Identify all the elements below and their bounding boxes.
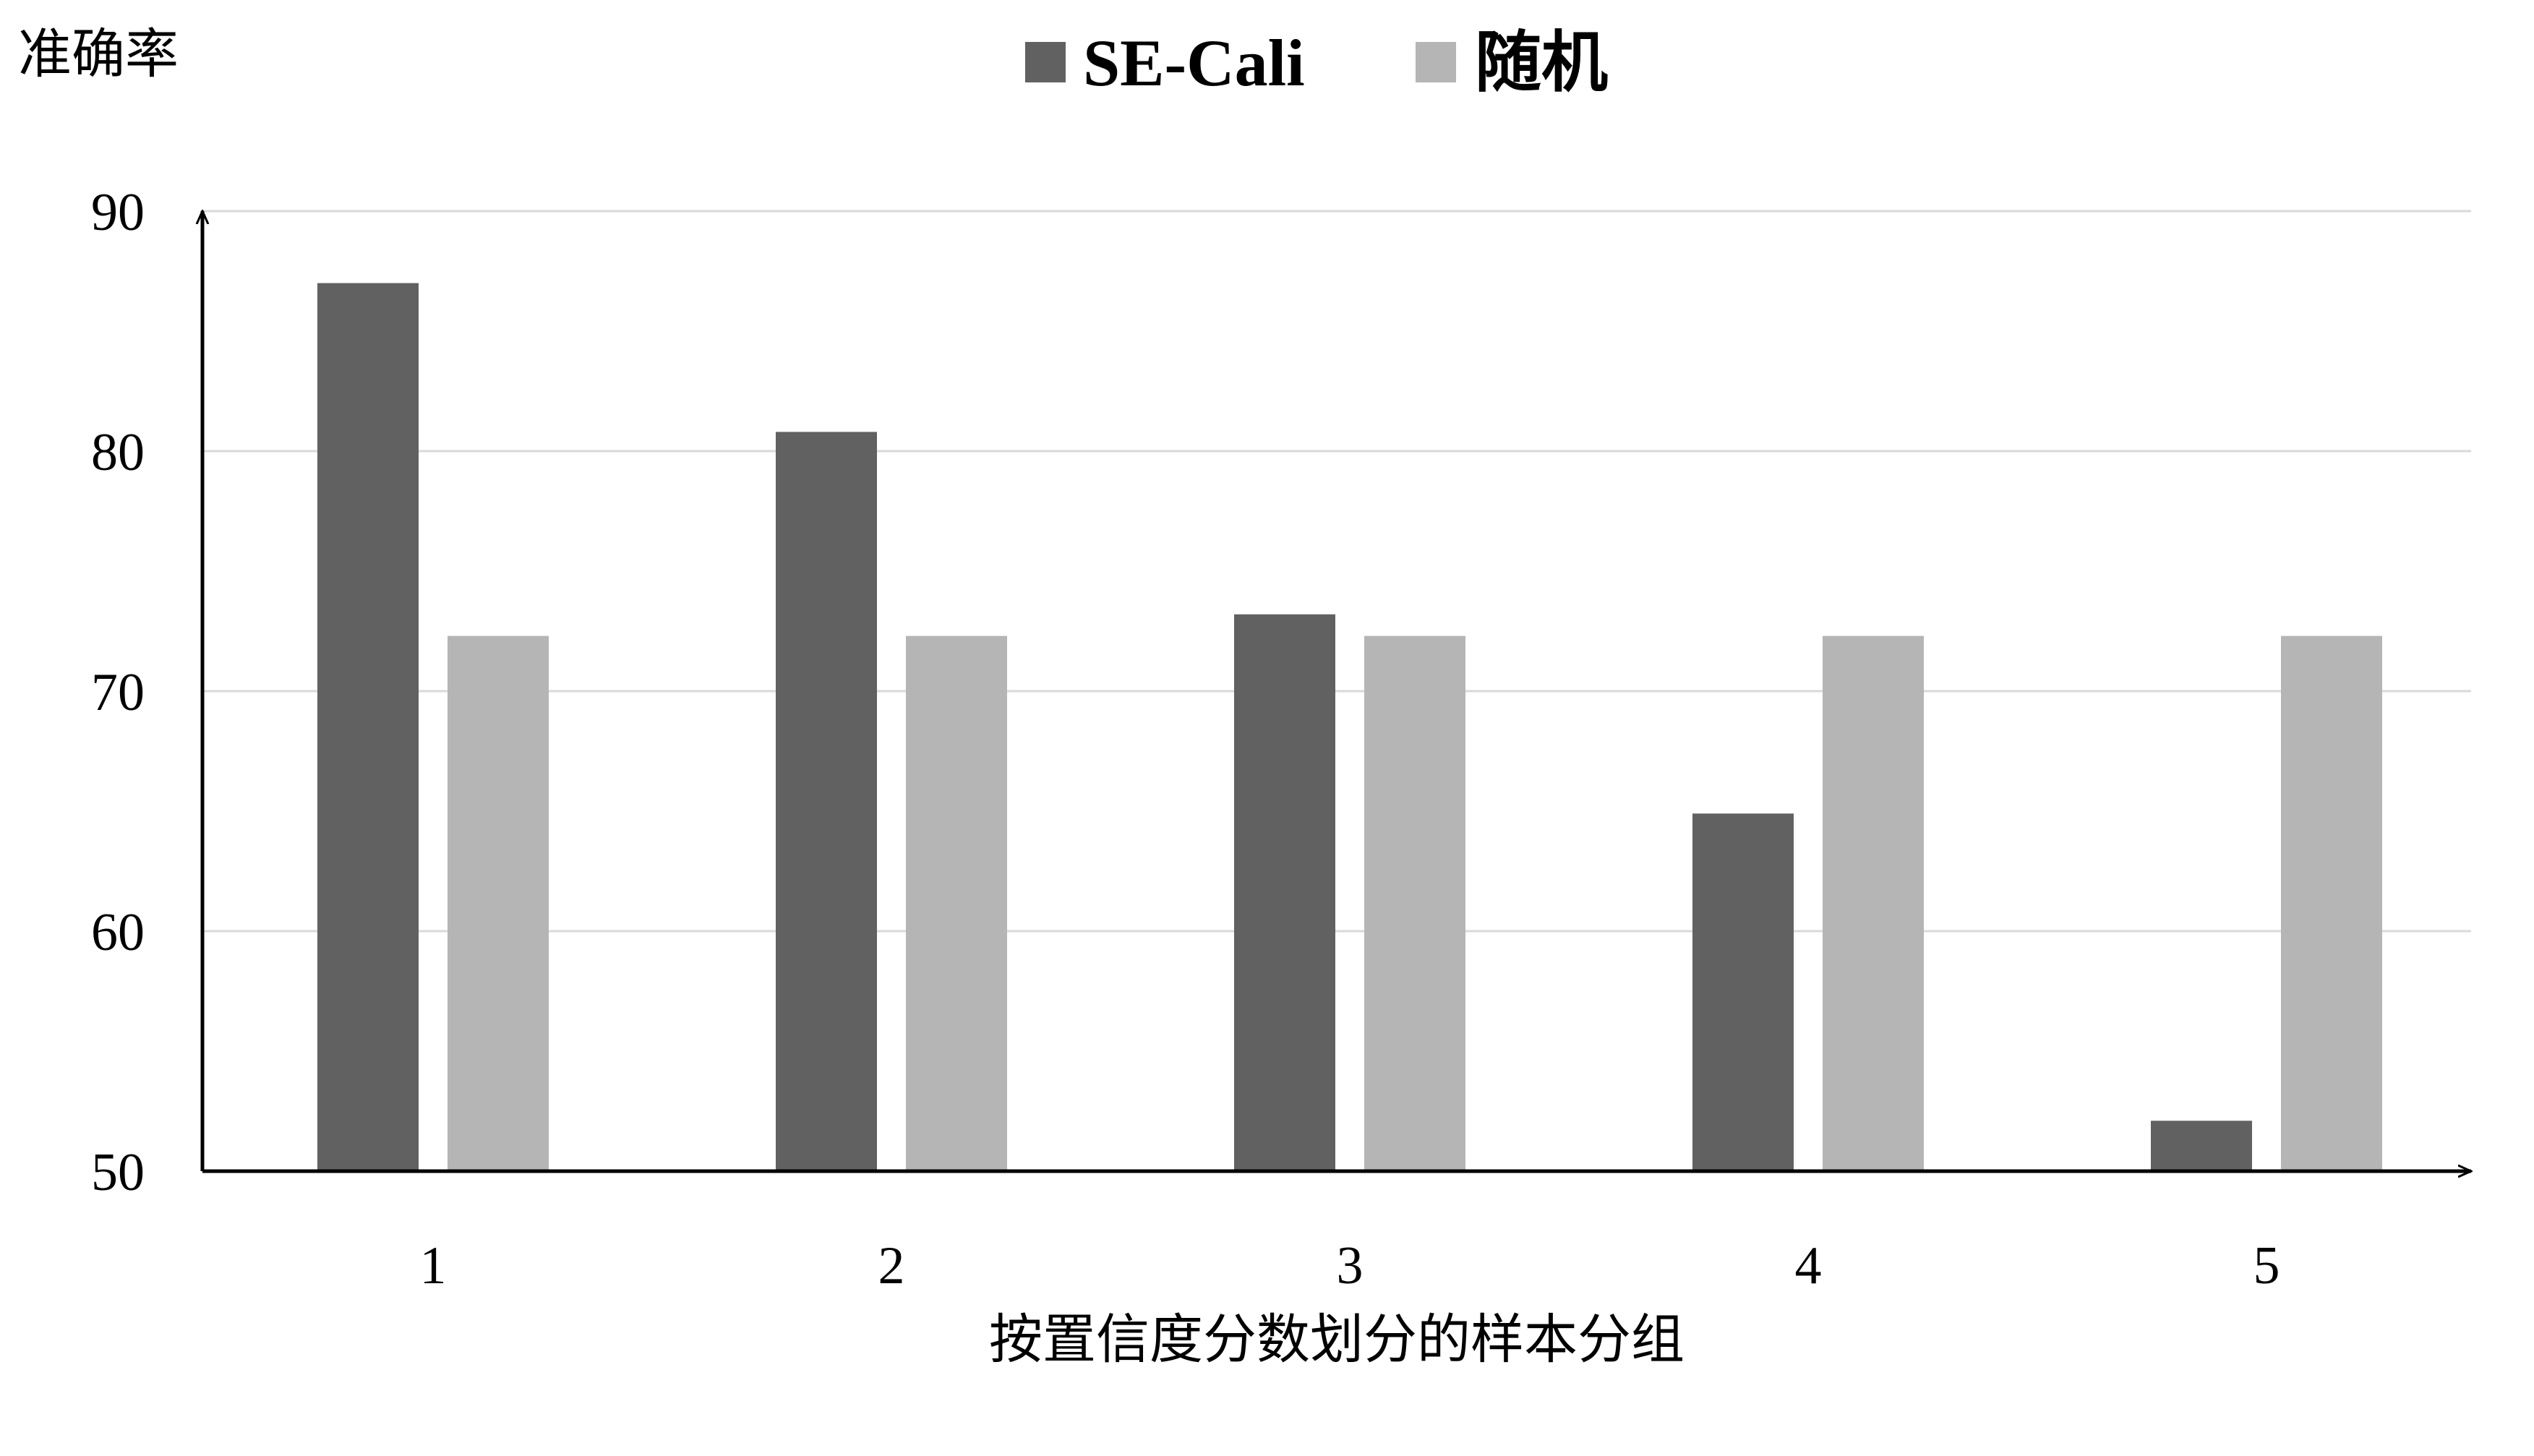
y-tick-label: 70: [91, 663, 145, 722]
x-tick-label: 3: [1337, 1236, 1364, 1296]
bar-se-cali-2: [776, 432, 877, 1171]
bars: [317, 283, 2382, 1172]
y-tick-label: 90: [91, 183, 145, 242]
legend: SE-Cali 随机: [1025, 26, 1608, 100]
y-tick-labels: 50 60 70 80 90: [91, 183, 145, 1202]
x-tick-label: 5: [2253, 1236, 2280, 1296]
x-tick-labels: 1 2 3 4 5: [420, 1236, 2280, 1296]
legend-label-random: 随机: [1475, 26, 1608, 100]
bar-random-4: [1823, 635, 1924, 1171]
bar-se-cali-4: [1692, 813, 1794, 1171]
bar-se-cali-3: [1234, 614, 1335, 1171]
bar-random-1: [448, 635, 549, 1171]
bar-random-5: [2281, 635, 2382, 1171]
x-tick-label: 1: [420, 1236, 447, 1296]
x-tick-label: 4: [1795, 1236, 1822, 1296]
bar-random-2: [906, 635, 1007, 1171]
y-tick-label: 60: [91, 903, 145, 962]
x-tick-label: 2: [878, 1236, 905, 1296]
y-axis-title: 准确率: [18, 23, 179, 85]
gridlines: [202, 210, 2471, 933]
bar-se-cali-1: [317, 283, 419, 1172]
bar-se-cali-5: [2151, 1121, 2252, 1171]
legend-swatch-random: [1416, 42, 1456, 82]
legend-label-se-cali: SE-Cali: [1083, 26, 1305, 100]
bar-random-3: [1364, 635, 1465, 1171]
x-axis-title: 按置信度分数划分的样本分组: [989, 1309, 1685, 1371]
y-tick-label: 80: [91, 423, 145, 482]
y-tick-label: 50: [91, 1143, 145, 1202]
legend-swatch-se-cali: [1025, 42, 1066, 82]
